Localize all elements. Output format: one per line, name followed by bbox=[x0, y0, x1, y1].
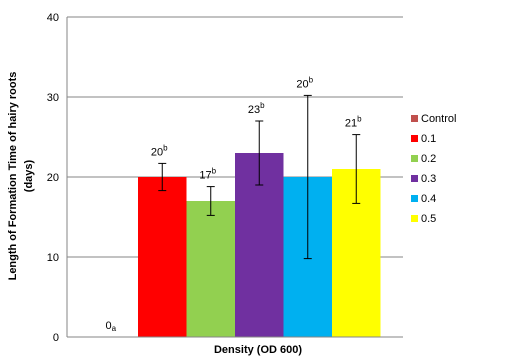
data-label: 21b bbox=[345, 115, 362, 130]
data-label-value: 23 bbox=[248, 104, 260, 116]
legend-item: 0.1 bbox=[411, 133, 436, 145]
error-bar bbox=[303, 94, 312, 260]
data-label-value: 20 bbox=[151, 146, 163, 158]
y-tick-label: 0 bbox=[53, 332, 59, 344]
data-label-letter: b bbox=[309, 75, 314, 84]
data-label-value: 17 bbox=[199, 170, 211, 182]
error-bar bbox=[255, 120, 264, 186]
y-axis-title-line2: (days) bbox=[23, 159, 35, 192]
legend-swatch bbox=[411, 175, 418, 182]
y-tick-label: 30 bbox=[47, 92, 59, 104]
legend-label: 0.2 bbox=[421, 153, 436, 165]
legend: Control 0.1 0.2 0.3 0.4 0.5 bbox=[411, 113, 456, 225]
y-tick-label: 40 bbox=[47, 12, 59, 24]
legend-swatch bbox=[411, 155, 418, 162]
y-tick-label: 10 bbox=[47, 252, 59, 264]
legend-item: 0.2 bbox=[411, 153, 436, 165]
legend-swatch bbox=[411, 195, 418, 202]
data-label-letter: b bbox=[212, 167, 217, 176]
data-label-letter: b bbox=[163, 143, 168, 152]
data-label-value: 0 bbox=[105, 320, 111, 332]
bar-0-2 bbox=[186, 201, 235, 337]
bar-0-1 bbox=[138, 177, 187, 337]
legend-label: 0.5 bbox=[421, 213, 436, 225]
error-bar bbox=[158, 162, 167, 192]
data-label: 20b bbox=[296, 75, 313, 90]
data-label-value: 21 bbox=[345, 118, 357, 130]
legend-label: 0.1 bbox=[421, 133, 436, 145]
data-label-value: 20 bbox=[296, 78, 308, 90]
error-bar bbox=[352, 134, 361, 204]
legend-swatch bbox=[411, 115, 418, 122]
y-axis-title-line1: Length of Formation Time of hairy roots bbox=[7, 72, 19, 281]
data-label: 17b bbox=[199, 167, 216, 182]
legend-label: Control bbox=[421, 113, 456, 125]
y-tick-label: 20 bbox=[47, 172, 59, 184]
error-bars bbox=[158, 94, 361, 260]
data-label: 20b bbox=[151, 143, 168, 158]
y-axis-title: Length of Formation Time of hairy roots … bbox=[7, 72, 35, 281]
data-label-letter: b bbox=[260, 101, 265, 110]
legend-label: 0.3 bbox=[421, 173, 436, 185]
y-tick-labels: 0 10 20 30 40 bbox=[47, 12, 59, 344]
legend-item: 0.4 bbox=[411, 193, 436, 205]
data-label: 23b bbox=[248, 101, 265, 116]
data-label-letter: b bbox=[357, 115, 362, 124]
x-axis-title: Density (OD 600) bbox=[214, 344, 302, 356]
data-label: 0a bbox=[105, 320, 116, 333]
error-bar bbox=[206, 186, 215, 216]
data-label-letter: a bbox=[112, 324, 117, 333]
legend-item: Control bbox=[411, 113, 456, 125]
legend-swatch bbox=[411, 215, 418, 222]
legend-item: 0.3 bbox=[411, 173, 436, 185]
legend-label: 0.4 bbox=[421, 193, 436, 205]
legend-item: 0.5 bbox=[411, 213, 436, 225]
legend-swatch bbox=[411, 135, 418, 142]
